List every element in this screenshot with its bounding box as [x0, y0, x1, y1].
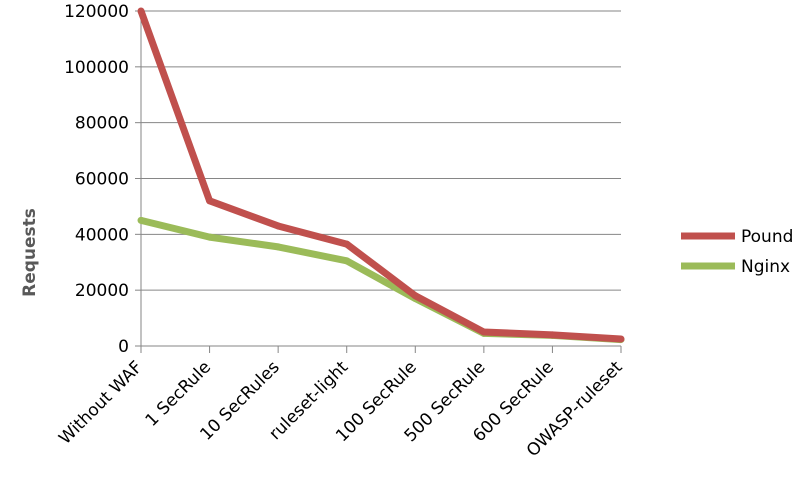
data-point-pound — [274, 222, 282, 230]
data-point-pound — [206, 197, 214, 205]
data-point-nginx — [274, 243, 282, 251]
y-tick-label: 20000 — [75, 281, 129, 301]
data-point-nginx — [343, 257, 351, 265]
y-tick-label: 60000 — [75, 170, 129, 190]
data-point-pound — [411, 292, 419, 300]
y-tick-label: 100000 — [64, 58, 129, 78]
y-axis-title: Requests — [20, 208, 40, 297]
data-point-pound — [617, 335, 625, 343]
y-tick-label: 0 — [118, 337, 129, 357]
data-point-pound — [343, 240, 351, 248]
series-line-pound — [137, 9, 622, 343]
y-tick-label: 120000 — [64, 2, 129, 22]
x-category-label: Without WAF — [55, 357, 146, 448]
data-point-nginx — [137, 216, 145, 224]
series-line-nginx — [140, 216, 622, 344]
y-tick-label: 40000 — [75, 225, 129, 245]
legend-label-nginx: Nginx — [741, 257, 790, 277]
data-point-pound — [137, 7, 145, 15]
data-point-pound — [548, 331, 556, 339]
data-point-nginx — [206, 233, 214, 241]
y-tick-label: 80000 — [75, 114, 129, 134]
x-category-label: 1 SecRule — [142, 357, 215, 430]
data-point-pound — [480, 328, 488, 336]
legend-label-pound: Pound — [741, 227, 793, 247]
